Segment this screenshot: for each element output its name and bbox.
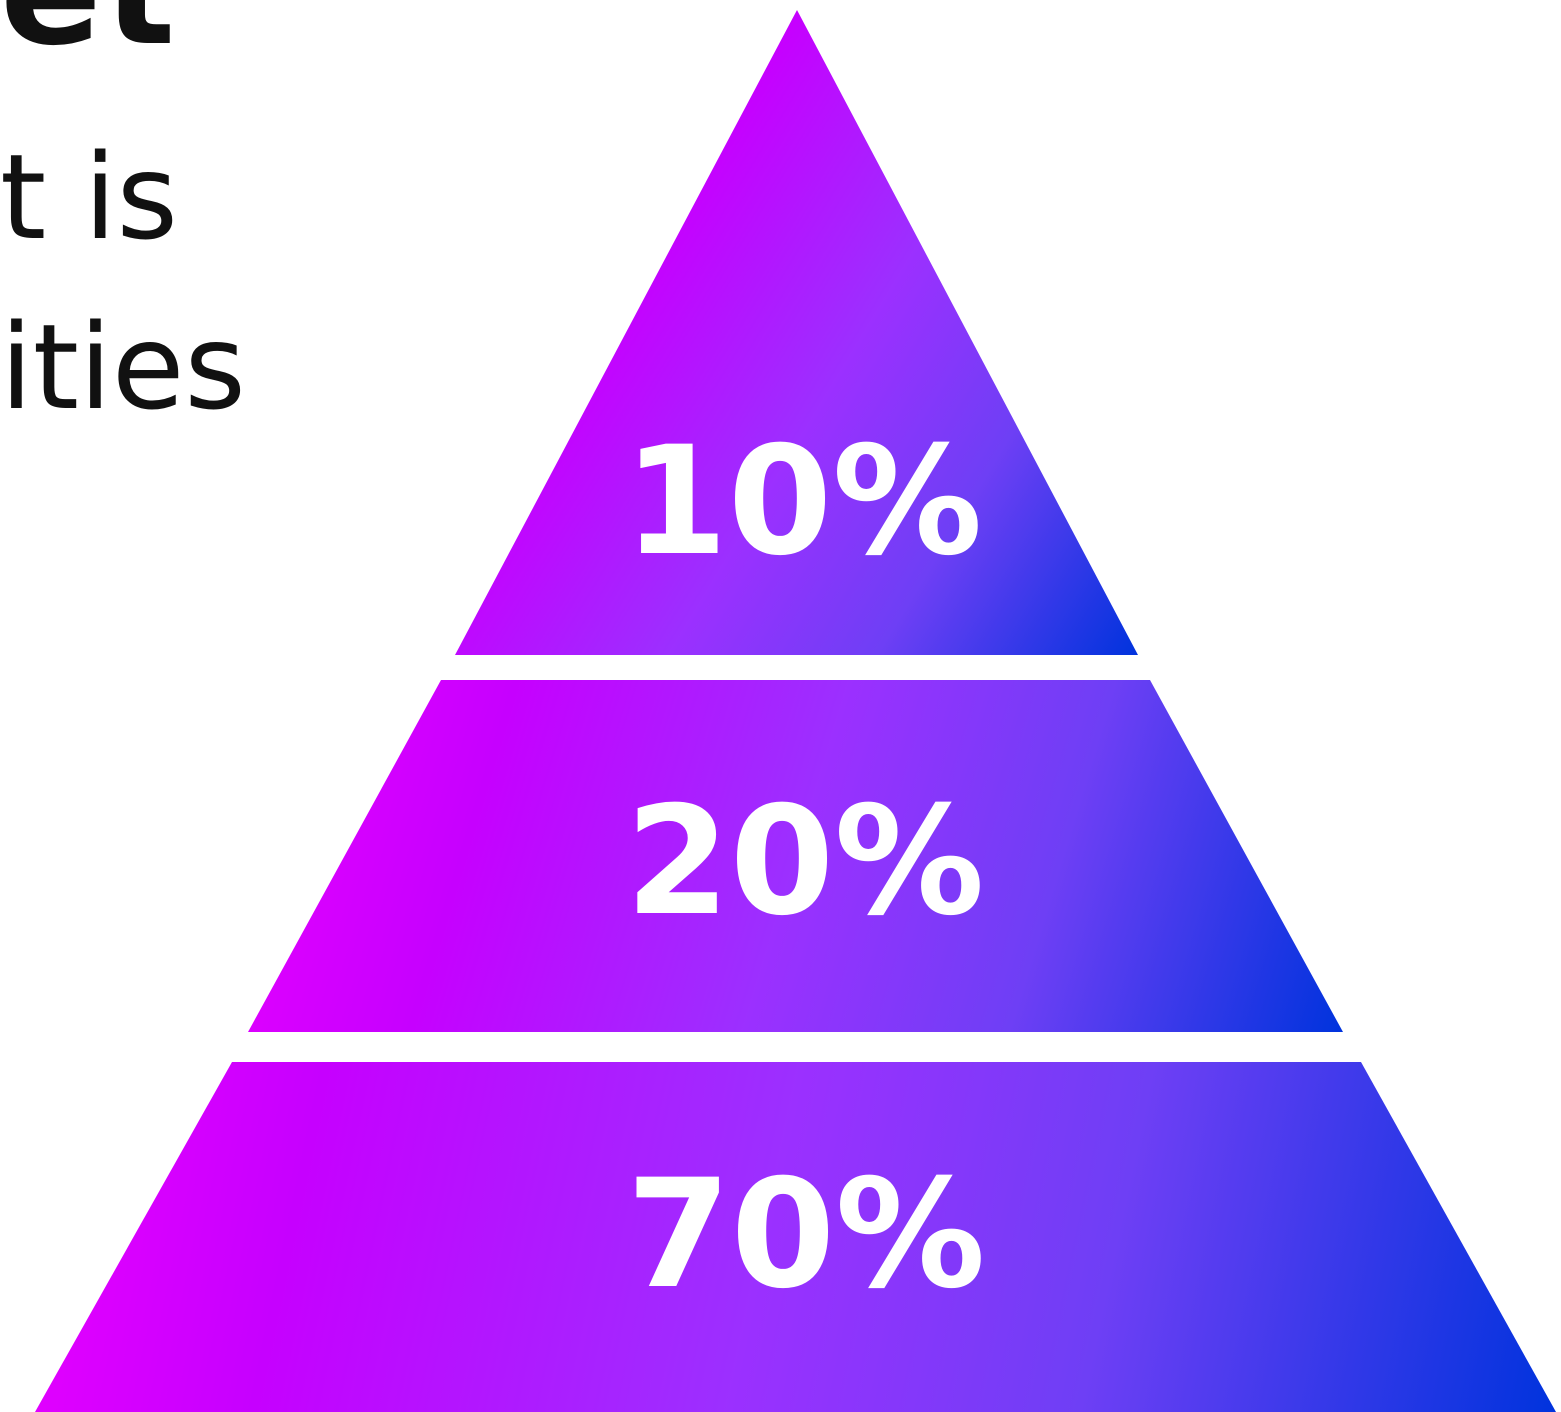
tier-label-middle: 20%: [625, 775, 984, 949]
pyramid-tier-bottom: [35, 1062, 1556, 1412]
body-text-line-1-fragment: t is: [0, 128, 179, 266]
tier-label-top: 10%: [623, 415, 982, 589]
pyramid-tier-middle: [248, 680, 1343, 1032]
pyramid-tier-top: [455, 10, 1138, 655]
slide-title-fragment: et: [0, 0, 177, 79]
body-text-line-2-fragment: ities: [0, 298, 246, 436]
tier-label-bottom: 70%: [626, 1148, 985, 1322]
